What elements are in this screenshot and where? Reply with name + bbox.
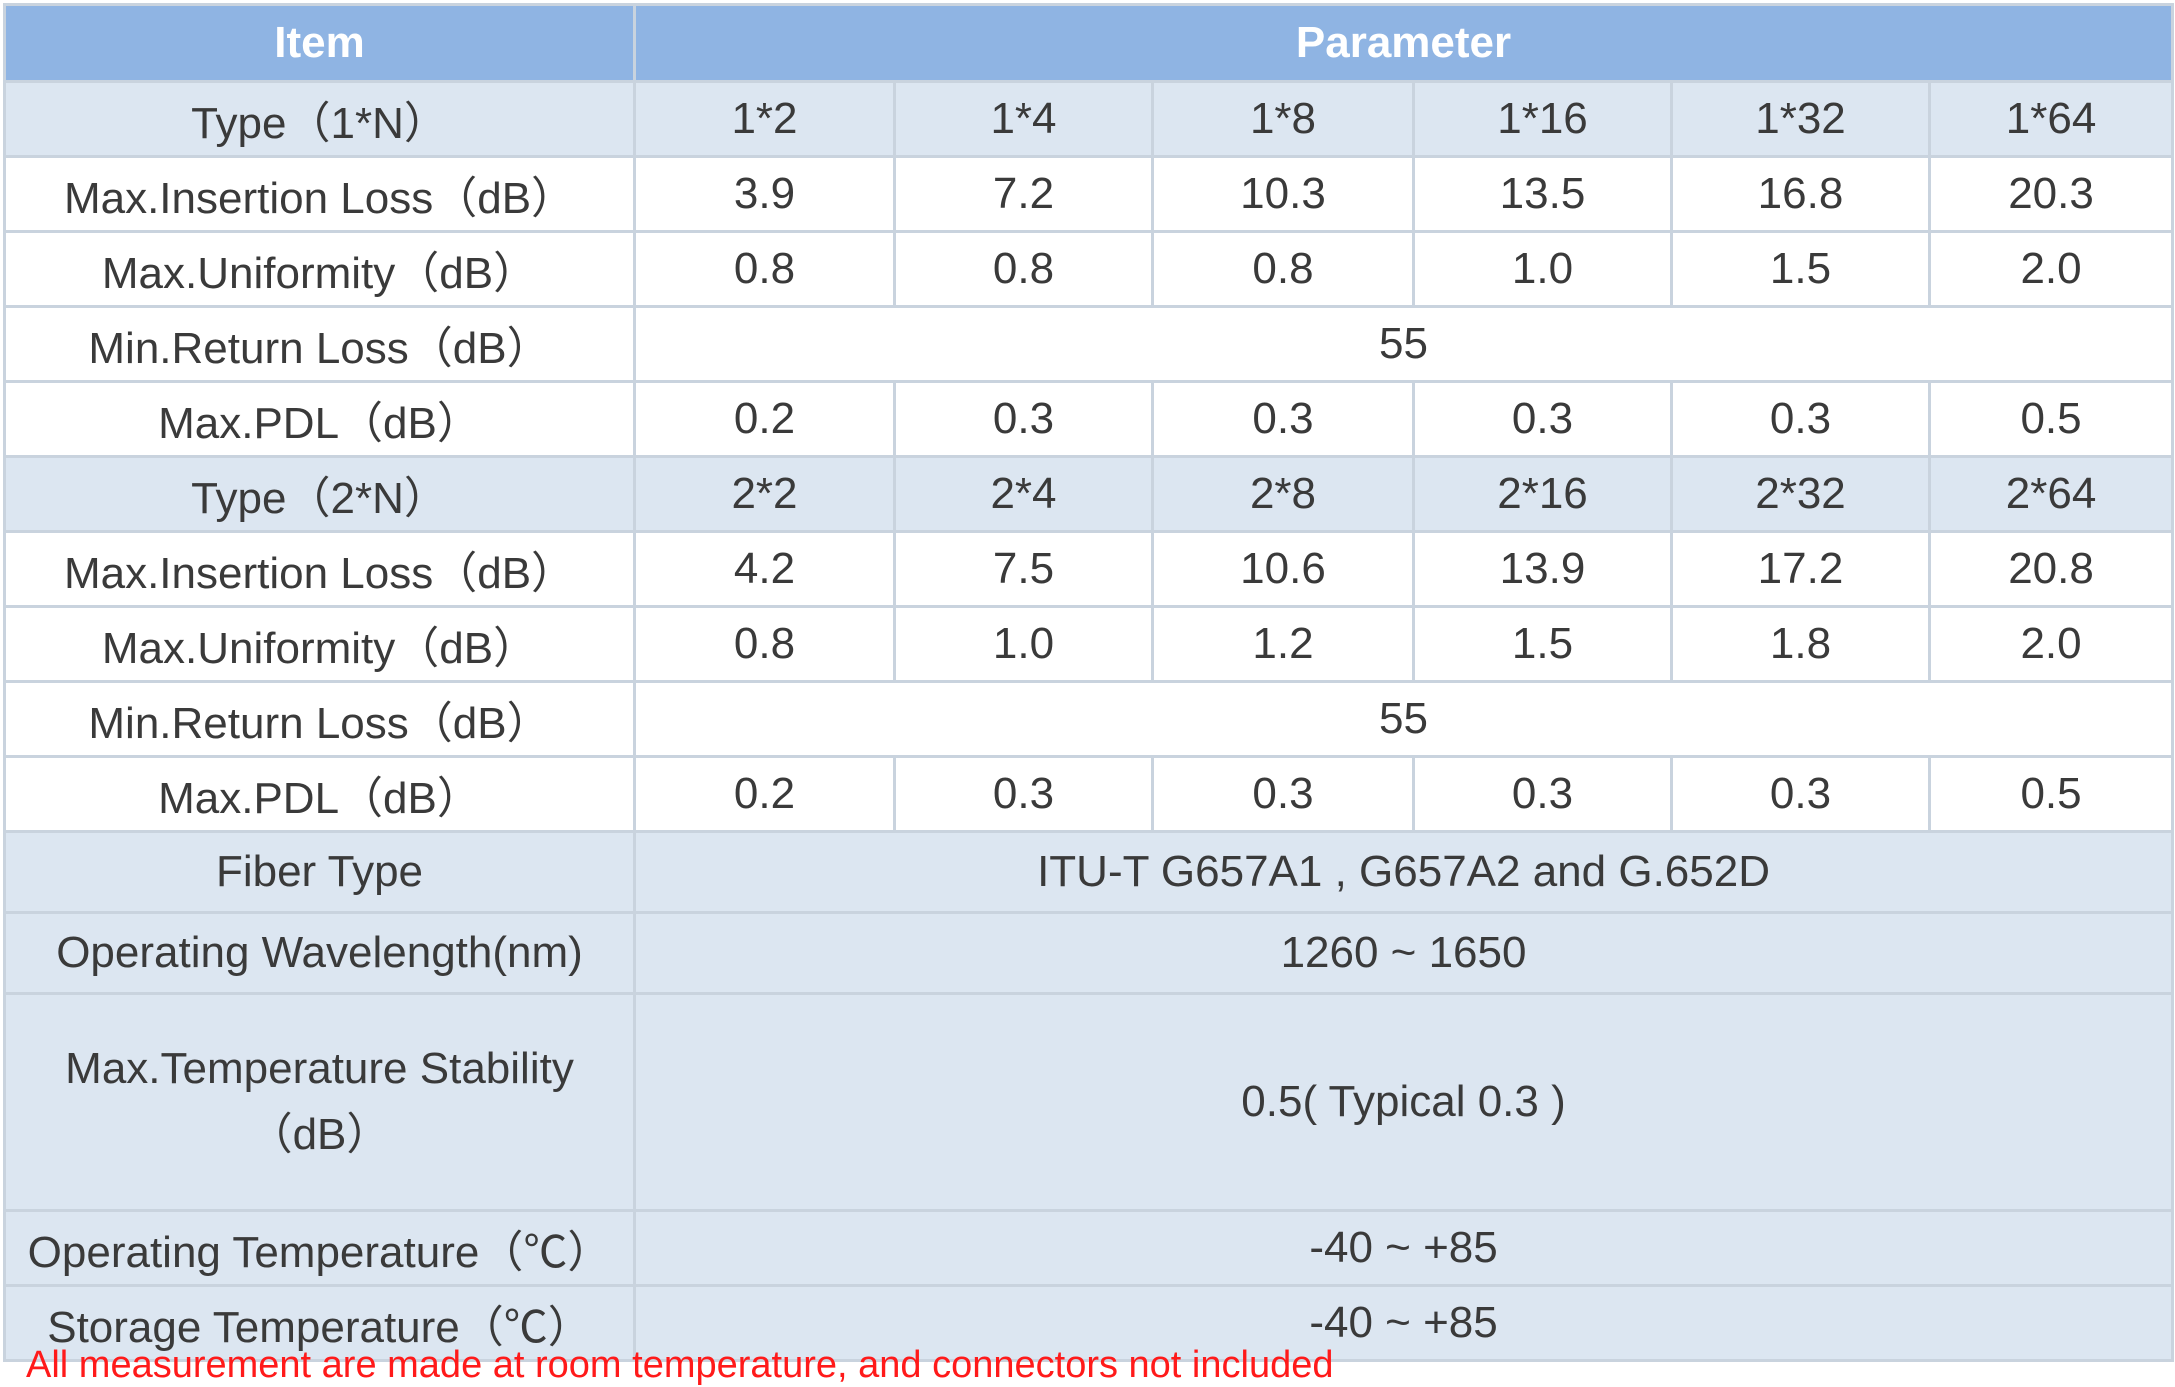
value-cell: 0.3 [893, 380, 1154, 458]
value-cell: 0.3 [1670, 380, 1931, 458]
value-cell: 10.3 [1151, 155, 1415, 233]
header-row: Item Parameter [3, 3, 2175, 83]
insertion-loss-row: Max.Insertion Loss（dB） 3.9 7.2 10.3 13.5… [3, 155, 2175, 233]
type-cell: 1*32 [1670, 80, 1931, 158]
value-cell: 1.5 [1412, 605, 1673, 683]
type-cell: 2*64 [1927, 455, 2175, 533]
value-cell: 3.9 [633, 155, 896, 233]
row-label: Operating Temperature（℃） [3, 1209, 636, 1287]
value-cell: 13.9 [1412, 530, 1673, 608]
value-cell: 0.2 [633, 380, 896, 458]
value-cell: 7.2 [893, 155, 1154, 233]
value-cell: 1260 ~ 1650 [632, 911, 2175, 995]
type-cell: 1*16 [1412, 80, 1673, 158]
header-parameter: Parameter [632, 3, 2175, 83]
value-cell: 17.2 [1670, 530, 1931, 608]
type-row-2xn: Type（2*N） 2*2 2*4 2*8 2*16 2*32 2*64 [3, 455, 2175, 533]
row-label: Operating Wavelength(nm) [3, 911, 636, 995]
type-row-1xn: Type（1*N） 1*2 1*4 1*8 1*16 1*32 1*64 [3, 80, 2175, 158]
value-cell: 2.0 [1927, 605, 2175, 683]
type-cell: 2*32 [1670, 455, 1931, 533]
row-label: Max.PDL（dB） [3, 380, 636, 458]
row-label-line: （dB） [248, 1110, 391, 1159]
type-cell: 1*2 [633, 80, 896, 158]
value-cell: ITU-T G657A1 , G657A2 and G.652D [632, 830, 2175, 914]
row-label: Max.Insertion Loss（dB） [3, 530, 636, 608]
value-cell: 55 [632, 680, 2175, 758]
uniformity-row: Max.Uniformity（dB） 0.8 1.0 1.2 1.5 1.8 2… [3, 605, 2175, 683]
type-cell: 1*8 [1151, 80, 1415, 158]
row-label: Max.Temperature Stability （dB） [3, 992, 636, 1212]
value-cell: 0.8 [633, 230, 896, 308]
row-label: Max.PDL（dB） [3, 755, 636, 833]
fiber-type-row: Fiber Type ITU-T G657A1 , G657A2 and G.6… [3, 830, 2175, 914]
value-cell: 0.3 [1151, 755, 1415, 833]
value-cell: 2.0 [1927, 230, 2175, 308]
return-loss-row: Min.Return Loss（dB） 55 [3, 680, 2175, 758]
value-cell: 0.3 [1151, 380, 1415, 458]
row-label: Max.Uniformity（dB） [3, 605, 636, 683]
value-cell: 0.3 [1412, 755, 1673, 833]
row-label: Type（1*N） [3, 80, 636, 158]
pdl-row: Max.PDL（dB） 0.2 0.3 0.3 0.3 0.3 0.5 [3, 380, 2175, 458]
row-label: Max.Insertion Loss（dB） [3, 155, 636, 233]
value-cell: 4.2 [633, 530, 896, 608]
type-cell: 2*8 [1151, 455, 1415, 533]
value-cell: 55 [632, 305, 2175, 383]
value-cell: 13.5 [1412, 155, 1673, 233]
type-cell: 2*16 [1412, 455, 1673, 533]
row-label: Fiber Type [3, 830, 636, 914]
type-cell: 2*4 [893, 455, 1154, 533]
row-label: Type（2*N） [3, 455, 636, 533]
storage-temp-row: Storage Temperature（℃） -40 ~ +85 [3, 1284, 2175, 1362]
value-cell: -40 ~ +85 [632, 1209, 2175, 1287]
value-cell: 0.3 [893, 755, 1154, 833]
value-cell: 0.5 [1927, 380, 2175, 458]
value-cell: 20.8 [1927, 530, 2175, 608]
value-cell: 10.6 [1151, 530, 1415, 608]
value-cell: 0.5 [1927, 755, 2175, 833]
value-cell: 1.8 [1670, 605, 1931, 683]
row-label: Max.Uniformity（dB） [3, 230, 636, 308]
uniformity-row: Max.Uniformity（dB） 0.8 0.8 0.8 1.0 1.5 2… [3, 230, 2175, 308]
footnote: All measurement are made at room tempera… [26, 1344, 1334, 1386]
row-label: Min.Return Loss（dB） [3, 305, 636, 383]
value-cell: 0.5( Typical 0.3 ) [632, 992, 2175, 1212]
value-cell: 1.0 [1412, 230, 1673, 308]
value-cell: 0.3 [1670, 755, 1931, 833]
value-cell: 1.0 [893, 605, 1154, 683]
value-cell: 7.5 [893, 530, 1154, 608]
return-loss-row: Min.Return Loss（dB） 55 [3, 305, 2175, 383]
value-cell: 0.8 [633, 605, 896, 683]
type-cell: 1*64 [1927, 80, 2175, 158]
row-label: Storage Temperature（℃） [3, 1284, 636, 1362]
pdl-row: Max.PDL（dB） 0.2 0.3 0.3 0.3 0.3 0.5 [3, 755, 2175, 833]
value-cell: 0.3 [1412, 380, 1673, 458]
header-item: Item [3, 3, 636, 83]
temp-stability-row: Max.Temperature Stability （dB） 0.5( Typi… [3, 992, 2175, 1212]
insertion-loss-row: Max.Insertion Loss（dB） 4.2 7.5 10.6 13.9… [3, 530, 2175, 608]
operating-temp-row: Operating Temperature（℃） -40 ~ +85 [3, 1209, 2175, 1287]
type-cell: 2*2 [633, 455, 896, 533]
value-cell: 0.8 [893, 230, 1154, 308]
row-label: Min.Return Loss（dB） [3, 680, 636, 758]
value-cell: 20.3 [1927, 155, 2175, 233]
spec-table: Item Parameter Type（1*N） 1*2 1*4 1*8 1*1… [3, 3, 2175, 1362]
wavelength-row: Operating Wavelength(nm) 1260 ~ 1650 [3, 911, 2175, 995]
value-cell: 0.2 [633, 755, 896, 833]
value-cell: 16.8 [1670, 155, 1931, 233]
value-cell: 0.8 [1151, 230, 1415, 308]
value-cell: -40 ~ +85 [632, 1284, 2175, 1362]
row-label-line: Max.Temperature Stability [65, 1044, 574, 1093]
value-cell: 1.2 [1151, 605, 1415, 683]
value-cell: 1.5 [1670, 230, 1931, 308]
type-cell: 1*4 [893, 80, 1154, 158]
